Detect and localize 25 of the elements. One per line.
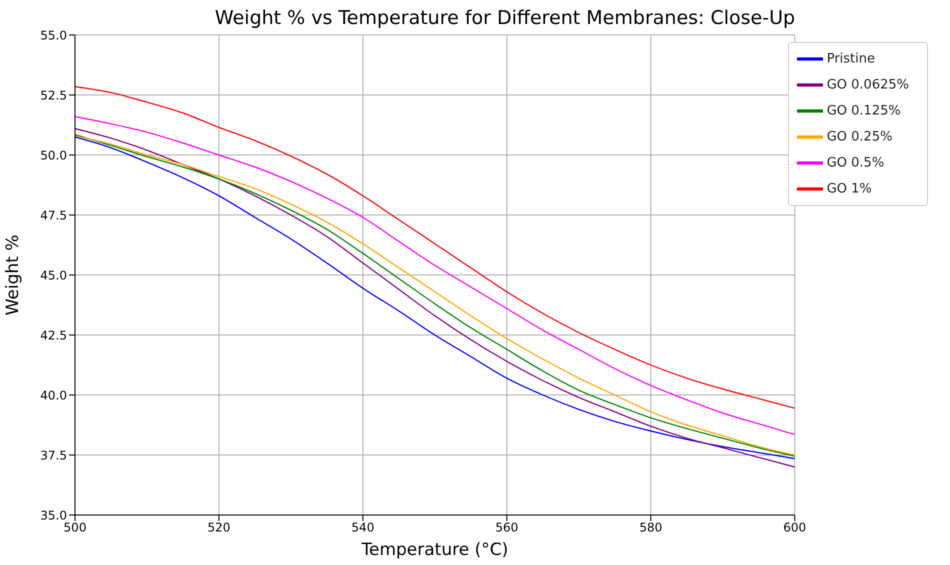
x-tick-label: 520 (207, 520, 230, 535)
legend-label: Pristine (826, 52, 876, 67)
y-tick-label: 47.5 (40, 208, 67, 222)
x-tick-label: 540 (351, 520, 374, 535)
legend-label: GO 0.0625% (826, 78, 909, 93)
x-tick-label: 560 (495, 520, 518, 535)
x-tick-label: 580 (639, 520, 662, 535)
x-tick-label: 600 (783, 520, 806, 535)
y-tick-label: 40.0 (40, 388, 67, 402)
line-series (75, 86, 795, 409)
legend-label: GO 0.125% (826, 104, 901, 119)
x-tick-label: 500 (64, 520, 86, 535)
y-tick-label: 55.0 (40, 28, 67, 42)
y-tick-label: 45.0 (40, 268, 67, 282)
chart-title: Weight % vs Temperature for Different Membranes: Close-Up (214, 7, 796, 29)
y-tick-label: 52.5 (40, 88, 67, 102)
y-axis-title: Weight % (3, 234, 24, 316)
legend-label: GO 0.25% (826, 130, 892, 145)
y-tick-label: 50.0 (40, 148, 67, 162)
y-tick-label: 35.0 (40, 508, 67, 522)
legend-label: GO 1% (826, 182, 872, 197)
y-tick-label: 37.5 (40, 448, 67, 462)
legend-label: GO 0.5% (826, 156, 884, 171)
y-tick-label: 42.5 (40, 328, 67, 342)
x-axis-title: Temperature (°C) (360, 540, 508, 560)
